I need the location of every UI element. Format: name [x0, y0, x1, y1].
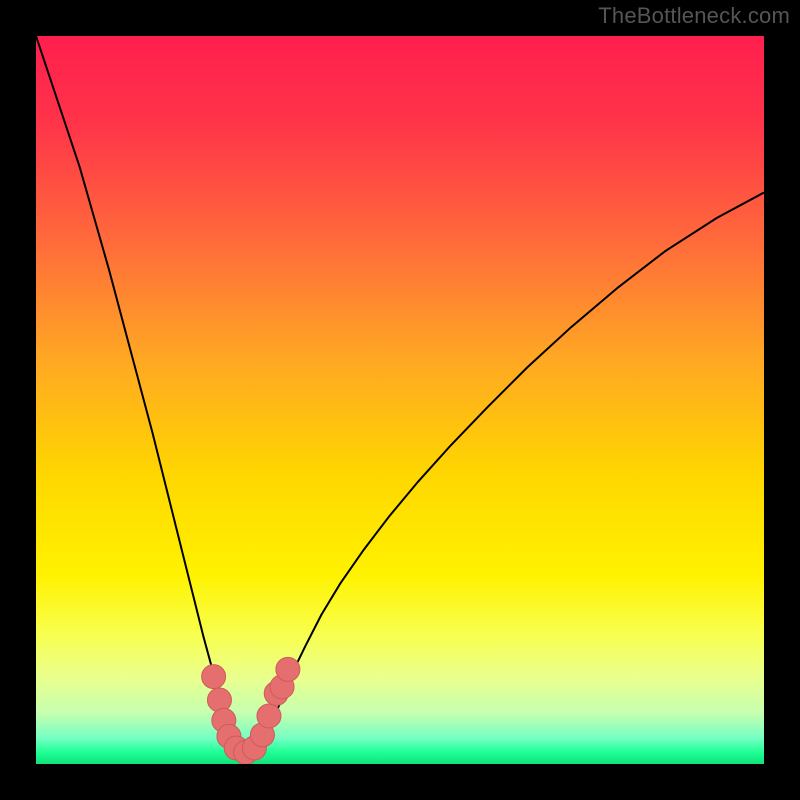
watermark-text: TheBottleneck.com	[598, 3, 790, 29]
valley-marker	[257, 704, 281, 728]
valley-marker	[276, 657, 300, 681]
bottleneck-chart	[0, 0, 800, 800]
valley-marker	[202, 665, 226, 689]
chart-frame: { "watermark": { "text": "TheBottleneck.…	[0, 0, 800, 800]
valley-marker	[207, 688, 231, 712]
plot-background	[36, 36, 764, 764]
